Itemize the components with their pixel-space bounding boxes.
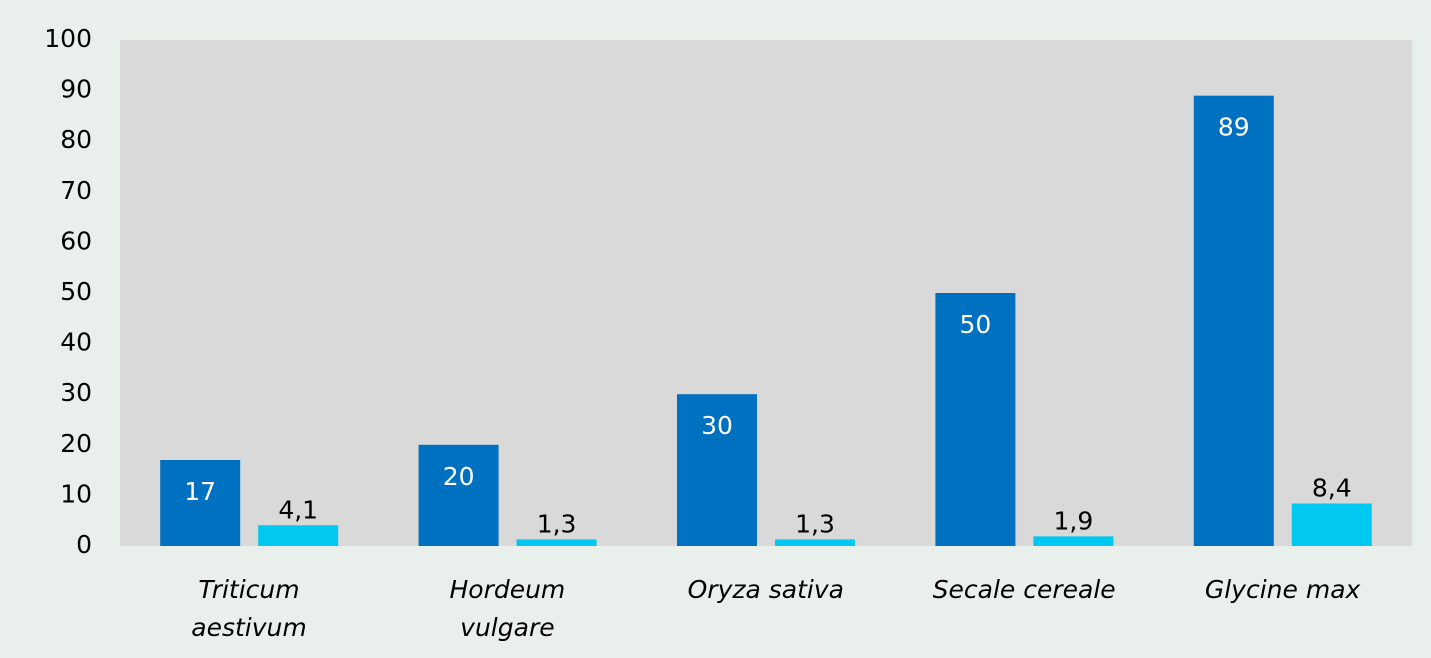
data-label: 20 (443, 462, 475, 491)
x-tick-label: Hordeum vulgare (449, 575, 566, 642)
y-tick-label: 60 (60, 226, 92, 255)
bar (677, 394, 757, 546)
bar (418, 444, 499, 546)
bar (935, 293, 1016, 546)
bar (160, 459, 241, 546)
x-tick-label: Secale cereale (932, 575, 1116, 604)
data-label: 89 (1218, 113, 1250, 142)
y-tick-label: 10 (60, 479, 92, 508)
y-tick-label: 80 (60, 125, 92, 154)
y-tick-label: 30 (60, 378, 92, 407)
y-tick-label: 50 (60, 277, 92, 306)
bar (775, 539, 855, 546)
y-tick-label: 100 (44, 24, 92, 53)
x-tick-label: Glycine max (1204, 575, 1361, 604)
y-tick-label: 90 (60, 75, 92, 104)
data-label: 1,3 (537, 509, 577, 538)
x-tick-label: Oryza sativa (687, 575, 844, 604)
bar (1291, 503, 1372, 546)
data-label: 8,4 (1312, 473, 1352, 502)
data-label: 50 (959, 310, 991, 339)
data-label: 4,1 (278, 495, 318, 524)
data-label: 30 (701, 411, 733, 440)
y-tick-label: 20 (60, 429, 92, 458)
x-tick-label: Triticum aestivum (191, 575, 307, 642)
data-label: 1,3 (795, 509, 835, 538)
bar (258, 525, 339, 546)
bar (1193, 95, 1274, 546)
y-tick-label: 70 (60, 176, 92, 205)
bar (516, 539, 597, 546)
y-tick-label: 40 (60, 328, 92, 357)
y-tick-label: 0 (76, 530, 92, 559)
data-label: 17 (184, 477, 216, 506)
data-label: 1,9 (1054, 506, 1094, 535)
bar (1033, 536, 1114, 546)
